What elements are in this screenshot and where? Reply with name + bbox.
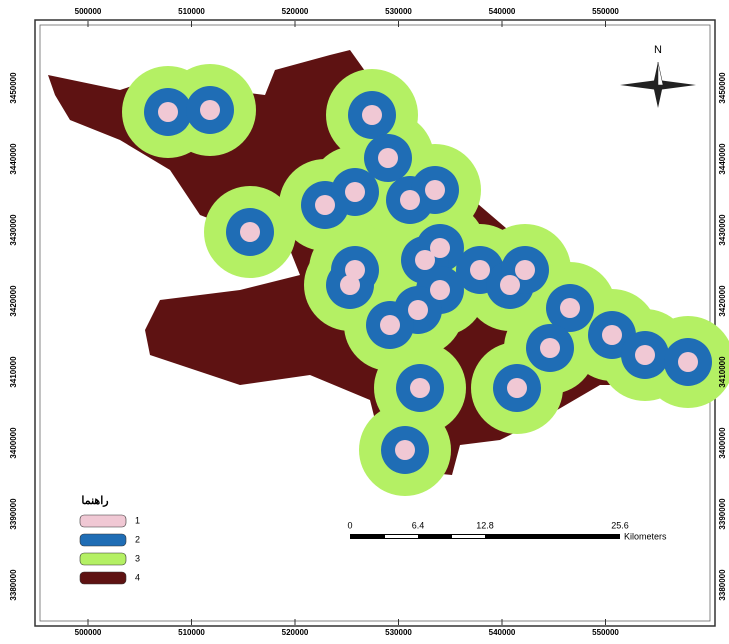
scale-label: 12.8: [476, 520, 494, 530]
x-coordinate-label: 530000: [385, 7, 412, 16]
north-arrow: N: [620, 44, 696, 108]
x-coordinate-label: 550000: [592, 628, 619, 637]
buffer-class-1: [408, 300, 428, 320]
x-coordinate-label: 540000: [489, 7, 516, 16]
buffer-class-1: [515, 260, 535, 280]
y-coordinate-label: 3410000: [718, 356, 727, 388]
buffer-class-1: [240, 222, 260, 242]
legend-swatch: [79, 552, 127, 566]
scale-unit: Kilometers: [624, 531, 667, 541]
y-coordinate-label: 3390000: [718, 498, 727, 530]
legend-label: 4: [135, 572, 140, 582]
buffer-class-1: [415, 250, 435, 270]
buffer-class-1: [500, 275, 520, 295]
scale-bar-segment: [385, 535, 418, 538]
x-coordinate-label: 500000: [75, 628, 102, 637]
buffer-class-1: [315, 195, 335, 215]
buffer-class-1: [470, 260, 490, 280]
y-coordinate-label: 3440000: [9, 143, 18, 175]
y-coordinate-label: 3390000: [9, 498, 18, 530]
scale-label: 6.4: [412, 520, 425, 530]
buffer-class-1: [540, 338, 560, 358]
buffer-class-1: [395, 440, 415, 460]
buffer-class-1: [200, 100, 220, 120]
x-coordinate-label: 510000: [178, 628, 205, 637]
buffer-class-1: [345, 182, 365, 202]
buffer-class-1: [602, 325, 622, 345]
buffer-class-1: [362, 105, 382, 125]
y-coordinate-label: 3380000: [718, 569, 727, 601]
x-coordinate-label: 550000: [592, 7, 619, 16]
x-coordinate-label: 520000: [282, 7, 309, 16]
y-coordinate-label: 3400000: [9, 427, 18, 459]
y-coordinate-label: 3450000: [9, 72, 18, 104]
legend-label: 2: [135, 534, 140, 544]
buffer-class-1: [340, 275, 360, 295]
legend-swatch: [79, 571, 127, 585]
x-coordinate-label: 510000: [178, 7, 205, 16]
legend-label: 3: [135, 553, 140, 563]
y-coordinate-label: 3430000: [9, 214, 18, 246]
x-coordinate-label: 520000: [282, 628, 309, 637]
scale-bar-segment: [452, 535, 485, 538]
buffer-class-1: [430, 280, 450, 300]
y-coordinate-label: 3450000: [718, 72, 727, 104]
buffer-class-1: [400, 190, 420, 210]
buffer-class-1: [507, 378, 527, 398]
y-coordinate-label: 3400000: [718, 427, 727, 459]
buffer-class-1: [158, 102, 178, 122]
buffer-class-1: [635, 345, 655, 365]
y-coordinate-label: 3380000: [9, 569, 18, 601]
scale-label: 0: [347, 520, 352, 530]
buffer-class-1: [378, 148, 398, 168]
y-coordinate-label: 3440000: [718, 143, 727, 175]
legend-swatch: [79, 533, 127, 547]
x-coordinate-label: 530000: [385, 628, 412, 637]
buffer-class-1: [425, 180, 445, 200]
y-coordinate-label: 3410000: [9, 356, 18, 388]
legend-label: 1: [135, 515, 140, 525]
buffer-class-1: [430, 238, 450, 258]
legend-title: راهنما: [81, 495, 108, 507]
north-label: N: [654, 44, 662, 56]
buffer-class-1: [410, 378, 430, 398]
x-coordinate-label: 500000: [75, 7, 102, 16]
north-arrow-shape: [657, 61, 664, 86]
buffer-class-1: [380, 315, 400, 335]
legend-swatch: [79, 514, 127, 528]
buffer-class-1: [560, 298, 580, 318]
scale-label: 25.6: [611, 520, 629, 530]
buffer-class-1: [678, 352, 698, 372]
y-coordinate-label: 3420000: [9, 285, 18, 317]
y-coordinate-label: 3430000: [718, 214, 727, 246]
y-coordinate-label: 3420000: [718, 285, 727, 317]
x-coordinate-label: 540000: [489, 628, 516, 637]
